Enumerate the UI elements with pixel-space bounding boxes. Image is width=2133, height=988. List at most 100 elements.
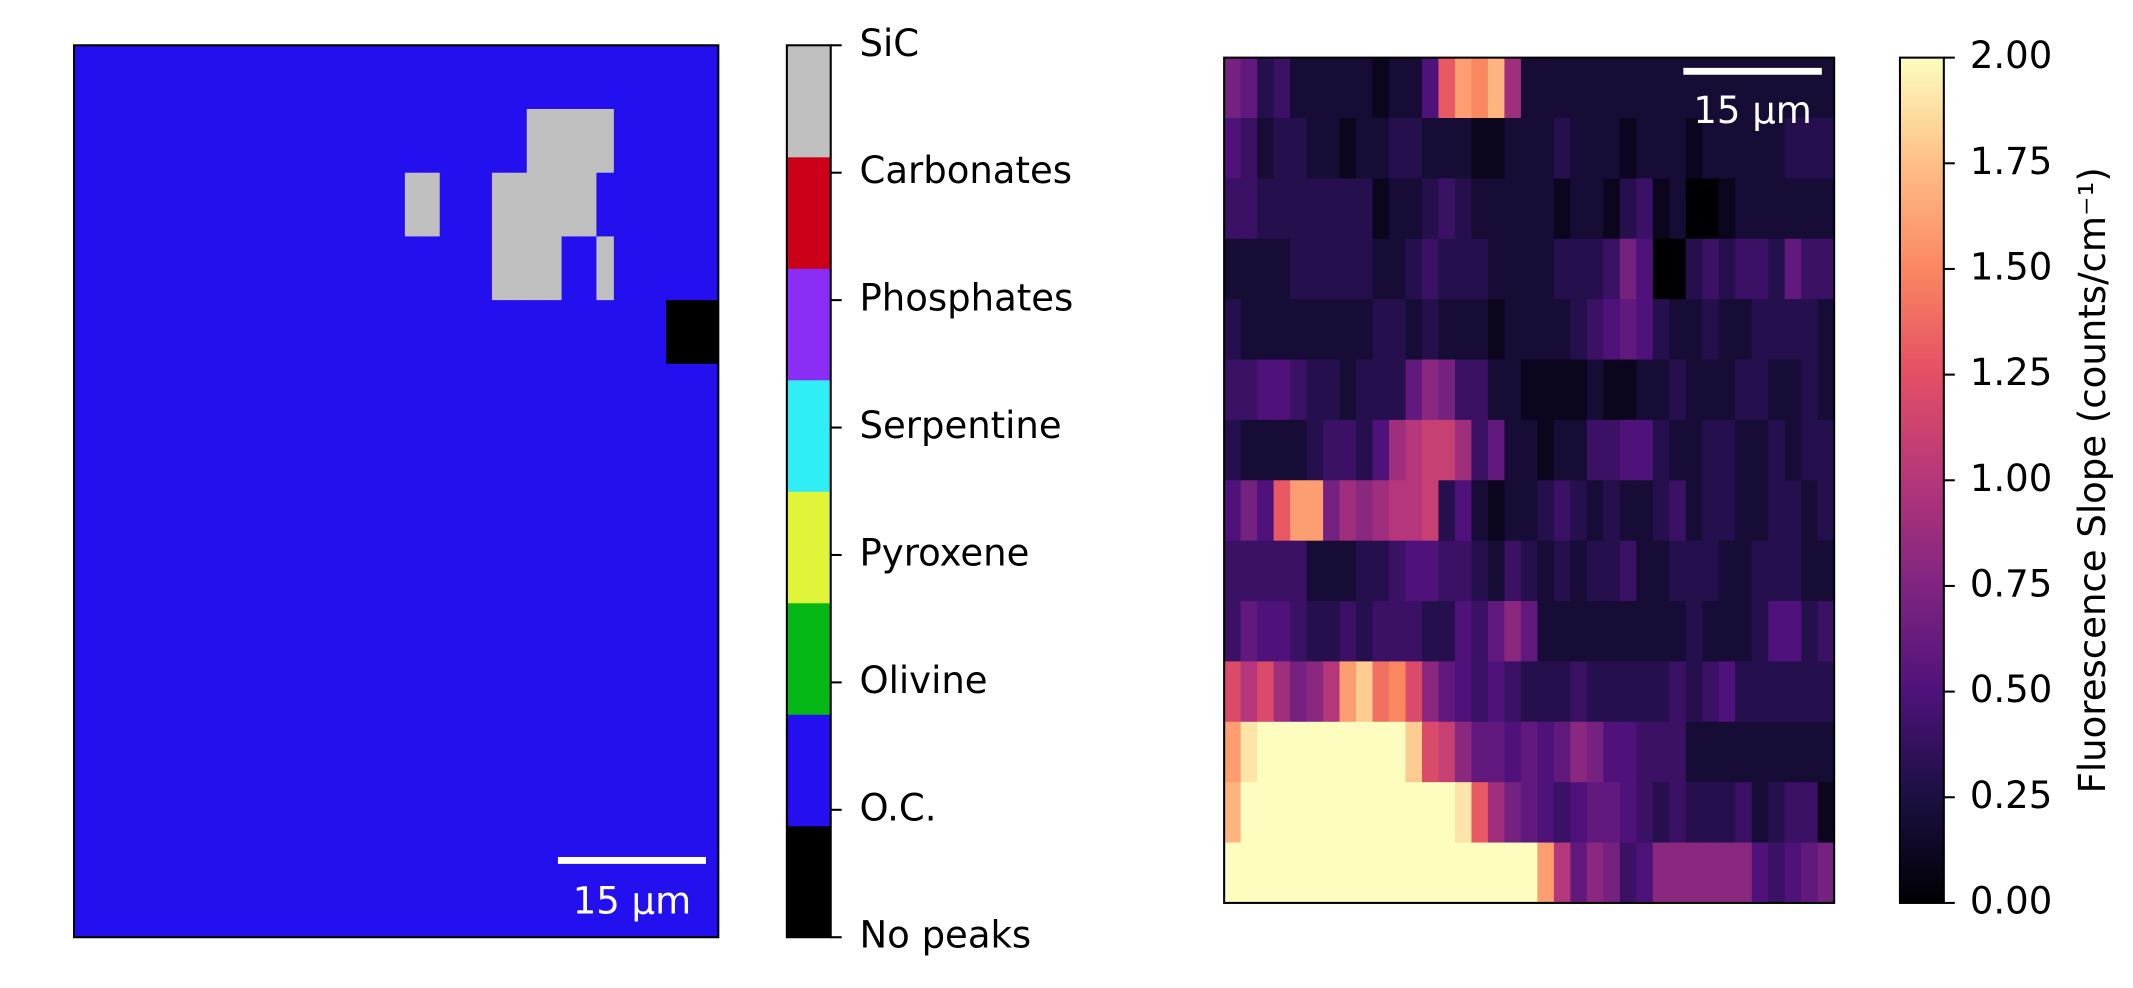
colorbar-label: No peaks: [860, 914, 1032, 957]
cell: [1537, 601, 1555, 662]
cell: [387, 300, 406, 365]
cell: [544, 554, 563, 620]
cell: [265, 172, 284, 237]
cell: [648, 554, 667, 620]
cell: [108, 363, 127, 429]
cell: [387, 873, 406, 938]
cell: [700, 363, 719, 429]
cell: [1421, 601, 1440, 662]
cell: [1784, 540, 1802, 602]
cell: [161, 491, 180, 556]
map-frame: [1223, 56, 1836, 904]
cell: [1685, 480, 1703, 542]
cell: [666, 809, 685, 875]
cell: [457, 682, 476, 747]
cell: [544, 363, 563, 429]
cell: [1751, 782, 1769, 844]
cell: [282, 236, 301, 301]
cell: [526, 45, 545, 110]
cell: [1702, 419, 1720, 481]
cell: [1718, 480, 1736, 542]
cell: [509, 236, 528, 301]
cell: [1735, 118, 1753, 179]
cell: [108, 300, 127, 365]
cell: [457, 172, 476, 237]
cell: [544, 746, 563, 811]
cell: [700, 172, 719, 237]
cell: [74, 491, 92, 556]
cell: [1586, 721, 1604, 783]
cell: [648, 491, 667, 556]
cell: [1372, 57, 1390, 119]
cell: [491, 809, 510, 875]
cell: [1801, 782, 1819, 844]
cell: [1356, 661, 1374, 723]
cell: [1224, 540, 1242, 602]
cell: [143, 618, 162, 683]
cell: [1702, 238, 1720, 300]
cell: [1537, 238, 1555, 300]
cell: [1273, 178, 1291, 240]
cell: [91, 554, 110, 620]
cell: [579, 618, 597, 683]
cell: [300, 873, 319, 938]
cell: [265, 363, 284, 429]
colorbar-band: [786, 379, 831, 492]
cell: [265, 108, 284, 174]
cell: [1669, 601, 1687, 662]
cell: [1520, 480, 1538, 542]
cell: [161, 45, 180, 110]
cell: [544, 873, 563, 938]
cell: [1652, 299, 1670, 361]
cell: [1702, 299, 1720, 361]
cell: [1702, 178, 1720, 240]
cell: [613, 809, 632, 875]
cell: [1520, 601, 1538, 662]
cell: [1784, 601, 1802, 662]
cell: [1487, 118, 1505, 179]
cell: [631, 873, 650, 938]
cell: [1817, 359, 1835, 421]
cell: [300, 427, 319, 492]
cell: [1240, 178, 1258, 240]
cell: [1454, 238, 1472, 300]
cell: [248, 554, 267, 620]
cell: [265, 45, 284, 110]
cell: [1570, 299, 1588, 361]
cell: [1487, 721, 1505, 783]
cell: [1421, 721, 1440, 783]
cell: [1586, 238, 1604, 300]
cell: [1306, 359, 1324, 421]
cell: [1339, 419, 1357, 481]
cell: [1323, 299, 1341, 361]
cell: [491, 172, 510, 237]
cell: [1817, 661, 1835, 723]
cell: [1685, 842, 1703, 904]
cell: [1768, 721, 1786, 783]
cell: [613, 108, 632, 174]
cell: [683, 554, 702, 620]
cell: [1718, 238, 1736, 300]
cell: [1372, 540, 1390, 602]
cell: [1520, 359, 1538, 421]
cell: [1438, 842, 1456, 904]
cell: [1504, 178, 1522, 240]
cell: [1636, 299, 1654, 361]
cell: [1520, 178, 1538, 240]
cell: [195, 108, 214, 174]
cell: [561, 172, 580, 237]
cell: [422, 491, 441, 556]
cell: [1636, 359, 1654, 421]
cell: [1306, 661, 1324, 723]
cell: [282, 300, 301, 365]
cell: [352, 554, 371, 620]
cell: [1768, 661, 1786, 723]
cell: [683, 108, 702, 174]
cell: [544, 108, 563, 174]
cell: [1685, 601, 1703, 662]
cell: [1537, 118, 1555, 179]
cell: [648, 300, 667, 365]
cell: [700, 300, 719, 365]
cell: [1356, 419, 1374, 481]
cell: [404, 427, 423, 492]
